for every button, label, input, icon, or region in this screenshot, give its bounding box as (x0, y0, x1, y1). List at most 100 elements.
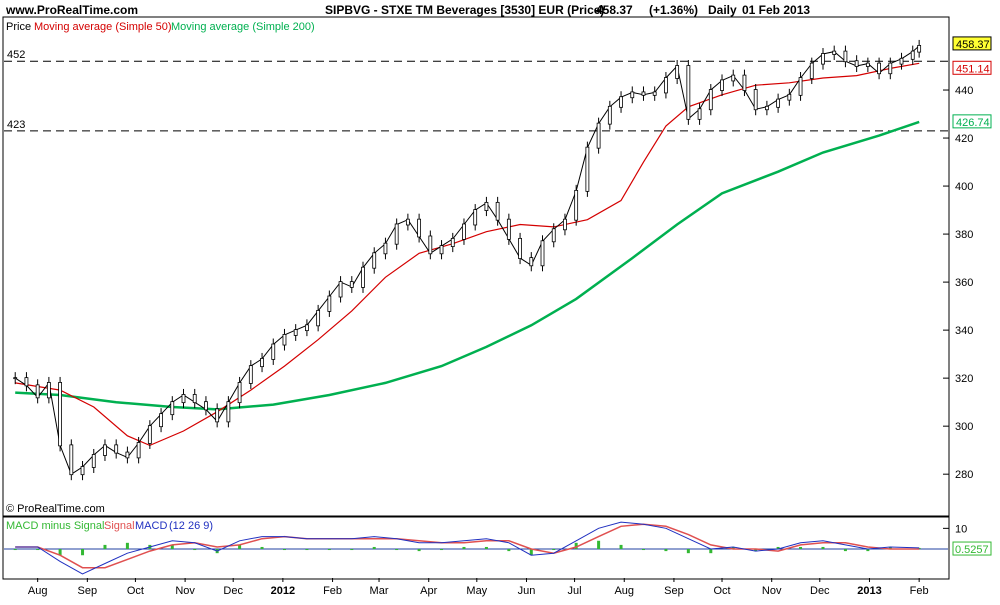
price-candle (518, 237, 522, 259)
legend-signal: Signal (104, 520, 135, 532)
value-badges: 458.37 451.14 426.74 (952, 36, 992, 129)
x-tick-label: Dec (810, 585, 830, 597)
macd-hist-bar (58, 549, 62, 556)
y-tick-label: 320 (955, 373, 973, 385)
price-candle (495, 201, 500, 221)
price-candle (619, 96, 623, 108)
price-candle (361, 266, 365, 288)
price-candle (181, 394, 186, 404)
macd-y-tick-label: 10 (955, 523, 967, 535)
ma50-layer (15, 62, 920, 447)
y-tick-label: 360 (955, 277, 973, 289)
x-tick-label: 2012 (271, 585, 295, 597)
price-candle (551, 228, 556, 243)
macd-hist-bar (574, 542, 578, 550)
legend-price: Price (6, 21, 31, 33)
price-candle (327, 295, 332, 312)
price-candle (24, 377, 29, 387)
price-candle (69, 444, 74, 476)
price-candle (473, 209, 478, 226)
horizontal-levels: 452 423 (4, 49, 948, 132)
macd-hist-bar (238, 544, 242, 550)
x-tick-label: Feb (323, 585, 342, 597)
macd-hist-bar (776, 546, 780, 550)
macd-hist-bar (597, 540, 601, 550)
y-tick-label: 440 (955, 85, 973, 97)
price-candle (462, 223, 466, 240)
x-tick-label: Mar (370, 585, 389, 597)
copyright: © ProRealTime.com (6, 503, 105, 515)
price-candle (91, 454, 96, 468)
price-candle (832, 50, 837, 55)
price-candle (753, 89, 758, 111)
price-candle (865, 62, 870, 67)
y-tick-label: 420 (955, 133, 973, 145)
macd-hist-bar (529, 549, 533, 556)
period-label: Daily (708, 3, 737, 17)
site-label: www.ProRealTime.com (5, 3, 138, 17)
price-candle (821, 53, 825, 65)
price-candle (540, 240, 545, 267)
price-candle (338, 281, 343, 298)
x-tick-label: Feb (910, 585, 929, 597)
price-layer (13, 39, 922, 481)
ma50-line (15, 62, 920, 447)
macd-hist-bar (664, 549, 668, 552)
x-tick-label: Jul (568, 585, 582, 597)
x-axis: Aug Sep Oct Nov Dec 2012 Feb Mar Apr May Jun Jul Aug… (28, 578, 929, 597)
price-candle (260, 358, 264, 368)
price-candle (854, 60, 859, 67)
price-candle (170, 401, 175, 416)
macd-hist-bar (484, 546, 488, 550)
macd-hist-bar (462, 546, 466, 550)
macd-hist-bar (709, 549, 713, 554)
price-candle (35, 384, 40, 399)
price-candle (147, 425, 152, 444)
price-candle (764, 105, 769, 111)
price-candle (787, 93, 792, 101)
macd-hist-bar (799, 546, 803, 550)
macd-hist-bar (305, 549, 309, 551)
price-candle (204, 401, 208, 411)
macd-hist-bar (866, 549, 870, 552)
macd-hist-bar (888, 546, 892, 550)
price-candle (697, 108, 702, 120)
price-candle (607, 105, 612, 125)
legend-ma50: Moving average (Simple 50) (34, 21, 172, 33)
value-badge-label: 458.37 (956, 39, 990, 51)
price-candle (686, 65, 691, 120)
macd-hist-bar (13, 549, 17, 551)
price-candle (484, 201, 489, 211)
price-candle (226, 401, 231, 423)
y-tick-label: 280 (955, 469, 973, 481)
y-tick-label: 340 (955, 325, 973, 337)
price-candle (574, 189, 579, 221)
value-badge-label: 451.14 (956, 63, 990, 75)
macd-hist-bar (619, 544, 623, 550)
last-price: 458.37 (596, 3, 633, 17)
value-badge (952, 114, 992, 129)
price-candle (316, 310, 321, 327)
macd-hist-bar (350, 549, 354, 551)
price-candle (675, 65, 680, 79)
x-tick-label: Sep (664, 585, 684, 597)
price-candle (248, 365, 253, 384)
level-label: 452 (7, 49, 25, 61)
price-change: (+1.36%) (649, 3, 698, 17)
price-candle (114, 444, 119, 454)
x-tick-label: Sep (78, 585, 98, 597)
y-tick-label: 380 (955, 229, 973, 241)
macd-hist-bar (395, 549, 399, 551)
price-candle (159, 413, 163, 428)
macd-hist-bar (731, 546, 735, 550)
macd-hist-bar (686, 549, 690, 554)
macd-hist-bar (507, 549, 511, 552)
macd-hist-bar (327, 549, 331, 551)
macd-hist-bar (754, 549, 758, 552)
price-candle (596, 122, 601, 149)
price-candle (731, 74, 736, 82)
x-tick-label: Jun (518, 585, 536, 597)
x-tick-label: Aug (614, 585, 634, 597)
y-tick-label: 400 (955, 181, 973, 193)
